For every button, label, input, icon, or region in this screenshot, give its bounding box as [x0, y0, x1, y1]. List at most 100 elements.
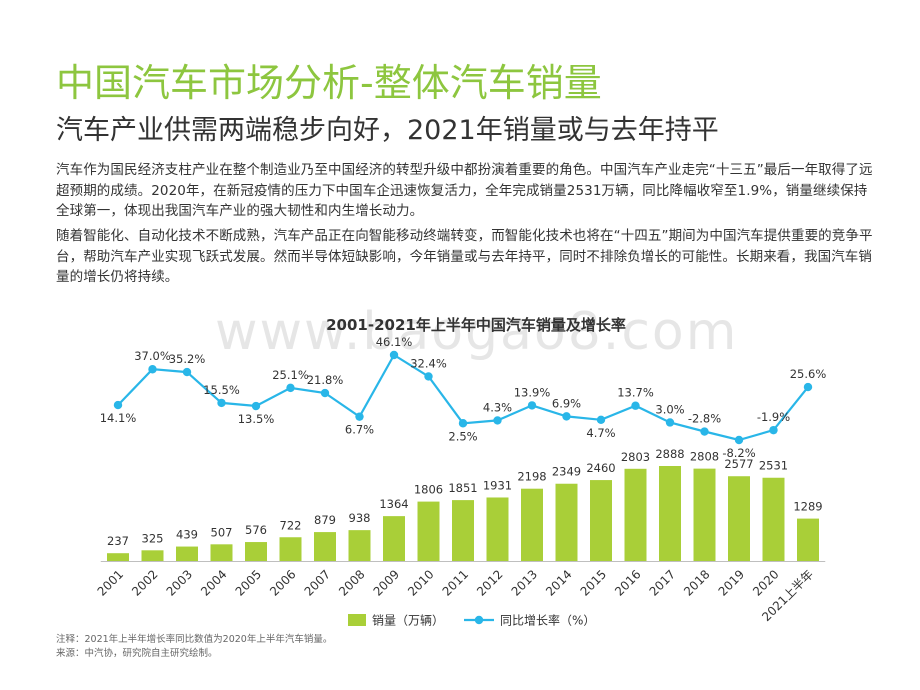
sales-value-label: 2198 — [517, 470, 546, 484]
sales-value-label: 507 — [211, 525, 233, 539]
x-tick-label: 2008 — [336, 567, 367, 598]
growth-point-2017 — [665, 418, 675, 427]
sales-value-label: 2460 — [586, 461, 615, 475]
sales-value-label: 576 — [245, 523, 267, 537]
x-tick-label: 2009 — [371, 567, 402, 598]
sales-bar-2004 — [210, 544, 233, 561]
sales-value-label: 2803 — [621, 450, 650, 464]
sales-bar-2002 — [141, 550, 164, 561]
x-tick-label: 2011 — [440, 567, 471, 598]
growth-value-label: 46.1% — [376, 335, 413, 349]
page-title: 中国汽车市场分析-整体汽车销量 — [56, 61, 602, 105]
sales-bar-2015 — [590, 480, 612, 561]
sales-bar-2008 — [348, 530, 371, 561]
x-tick-label: 2004 — [198, 567, 229, 598]
sales-value-label: 879 — [314, 513, 336, 527]
sales-value-label: 439 — [176, 528, 198, 542]
sales-bar-2001 — [107, 553, 129, 561]
sales-bar-2007 — [314, 532, 336, 561]
sales-bar-2005 — [245, 542, 267, 561]
sales-value-label: 2577 — [724, 457, 753, 471]
x-tick-label: 2013 — [509, 567, 540, 598]
growth-value-label: 21.8% — [307, 373, 344, 387]
x-tick-label: 2020 — [750, 567, 781, 598]
growth-value-label: 25.1% — [272, 368, 309, 382]
x-tick-label: 2014 — [543, 567, 574, 598]
sales-bar-2009 — [383, 516, 405, 561]
x-tick-label: 2017 — [647, 567, 678, 598]
growth-value-label: 2.5% — [448, 429, 477, 443]
sales-value-label: 2531 — [759, 459, 788, 473]
x-tick-label: 2007 — [302, 567, 333, 598]
x-tick-label: 2010 — [405, 567, 436, 598]
growth-point-2018 — [700, 427, 709, 436]
sales-bar-2012 — [486, 497, 509, 561]
growth-point-2010 — [424, 372, 433, 381]
sales-bar-2020 — [762, 477, 785, 561]
growth-point-2021上半年 — [803, 382, 813, 392]
growth-value-label: 13.9% — [514, 385, 551, 399]
page-subtitle: 汽车产业供需两端稳步向好，2021年销量或与去年持平 — [56, 115, 719, 146]
growth-point-2002 — [148, 365, 157, 374]
sales-value-label: 1364 — [379, 497, 408, 511]
sales-value-label: 2349 — [552, 465, 581, 479]
sales-value-label: 2888 — [655, 447, 684, 461]
sales-bar-2014 — [555, 483, 578, 561]
growth-point-2016 — [631, 401, 640, 410]
growth-point-2012 — [493, 416, 502, 425]
growth-value-label: -1.9% — [757, 410, 790, 424]
growth-value-label: 6.9% — [552, 396, 581, 410]
x-tick-label: 2001 — [95, 567, 126, 598]
sales-bar-2021上半年 — [797, 518, 819, 561]
sales-value-label: 2808 — [690, 450, 719, 464]
x-tick-label: 2003 — [164, 567, 195, 598]
growth-point-2019 — [734, 435, 744, 445]
growth-point-2001 — [113, 400, 123, 410]
growth-value-label: 13.7% — [617, 386, 654, 400]
growth-value-label: 6.7% — [345, 423, 374, 437]
sales-bar-2013 — [521, 488, 543, 561]
legend-bar-swatch — [348, 614, 366, 626]
sales-value-label: 722 — [280, 518, 302, 532]
x-tick-label: 2019 — [716, 567, 747, 598]
growth-point-2014 — [562, 412, 571, 421]
growth-point-2009 — [389, 350, 399, 360]
sales-value-label: 325 — [142, 531, 164, 545]
legend-line-marker — [474, 615, 484, 625]
x-tick-label: 2015 — [578, 567, 609, 598]
outlook-paragraph: 随着智能化、自动化技术不断成熟，汽车产品正在向智能移动终端转变，而智能化技术也将… — [56, 228, 873, 285]
sales-bar-2017 — [659, 466, 681, 561]
growth-value-label: 13.5% — [238, 412, 275, 426]
sales-value-label: 1289 — [793, 500, 822, 514]
sales-value-label: 1806 — [414, 483, 443, 497]
growth-point-2008 — [355, 412, 364, 421]
growth-value-label: 35.2% — [169, 352, 206, 366]
x-tick-label: 2002 — [129, 567, 160, 598]
growth-point-2003 — [182, 367, 192, 377]
sales-bar-2003 — [176, 546, 198, 561]
sales-value-label: 1851 — [448, 481, 477, 495]
footnote: 注释：2021年上半年增长率同比数值为2020年上半年汽车销量。 — [56, 634, 333, 645]
sales-bar-2011 — [452, 500, 474, 561]
sales-bar-2019 — [728, 476, 750, 561]
source-note: 来源：中汽协，研究院自主研究绘制。 — [56, 648, 218, 659]
growth-value-label: 32.4% — [410, 356, 447, 370]
intro-paragraph: 汽车作为国民经济支柱产业在整个制造业乃至中国经济的转型升级中都扮演着重要的角色。… — [56, 162, 873, 219]
growth-value-label: 14.1% — [100, 411, 137, 425]
growth-point-2007 — [320, 388, 330, 398]
growth-point-2013 — [527, 401, 537, 410]
growth-point-2015 — [596, 415, 606, 425]
sales-bar-2010 — [417, 501, 440, 561]
growth-point-2011 — [458, 419, 468, 428]
growth-point-2004 — [217, 398, 226, 408]
x-tick-label: 2005 — [233, 567, 264, 598]
growth-value-label: 4.7% — [586, 426, 615, 440]
x-tick-label: 2006 — [267, 567, 298, 598]
sales-value-label: 237 — [107, 534, 129, 548]
sales-value-label: 1931 — [483, 478, 512, 492]
growth-value-label: -8.2% — [722, 446, 755, 460]
chart-legend: 销量（万辆） 同比增长率（%） — [348, 613, 595, 628]
legend-bar-label: 销量（万辆） — [372, 614, 444, 628]
growth-value-label: 25.6% — [790, 367, 827, 381]
